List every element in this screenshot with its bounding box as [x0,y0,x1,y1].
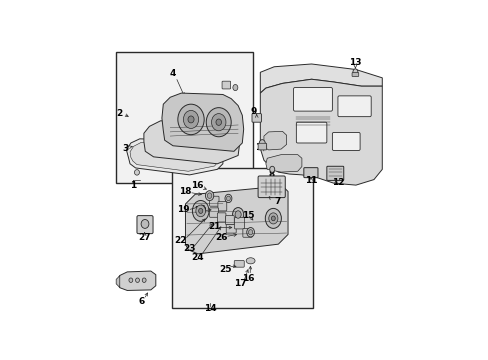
Ellipse shape [135,278,139,283]
Polygon shape [264,131,286,150]
Bar [171,168,312,308]
FancyBboxPatch shape [226,225,236,233]
Ellipse shape [196,205,205,217]
Text: 7: 7 [274,197,281,206]
Ellipse shape [187,116,194,123]
Ellipse shape [129,278,133,283]
Text: 13: 13 [348,58,361,67]
Ellipse shape [178,104,204,135]
Text: 16: 16 [191,181,203,190]
Ellipse shape [134,170,139,175]
Ellipse shape [232,208,243,221]
Ellipse shape [142,278,146,283]
Text: 8: 8 [268,170,274,179]
Text: 5: 5 [225,101,232,110]
Text: 15: 15 [241,211,254,220]
FancyBboxPatch shape [332,132,359,150]
Text: 26: 26 [215,233,227,242]
Text: 19: 19 [177,205,189,214]
Text: 1: 1 [129,181,136,190]
Polygon shape [130,143,218,171]
Text: 17: 17 [233,279,246,288]
FancyBboxPatch shape [251,114,261,122]
FancyBboxPatch shape [243,229,252,237]
Text: 18: 18 [179,187,191,196]
Ellipse shape [265,208,281,228]
Ellipse shape [211,114,225,131]
Ellipse shape [232,85,237,91]
Polygon shape [116,275,120,288]
Bar [116,51,253,183]
Ellipse shape [198,208,203,213]
Text: 27: 27 [138,233,151,242]
Ellipse shape [183,111,198,129]
FancyBboxPatch shape [258,176,285,198]
Text: 3: 3 [122,144,128,153]
Polygon shape [260,79,382,185]
FancyBboxPatch shape [337,96,370,117]
Ellipse shape [245,258,255,264]
Ellipse shape [207,193,211,198]
Polygon shape [265,155,301,172]
FancyBboxPatch shape [293,87,332,111]
Ellipse shape [248,230,252,235]
FancyBboxPatch shape [296,122,326,143]
Ellipse shape [352,69,357,76]
FancyBboxPatch shape [258,143,266,150]
Polygon shape [118,271,156,291]
Text: 16: 16 [241,274,254,283]
FancyBboxPatch shape [217,213,225,222]
Text: 4: 4 [169,69,176,78]
Ellipse shape [216,119,221,125]
Text: 24: 24 [191,253,203,262]
FancyBboxPatch shape [351,73,358,76]
FancyBboxPatch shape [218,202,226,211]
FancyBboxPatch shape [209,196,219,206]
Ellipse shape [268,213,277,224]
FancyBboxPatch shape [234,261,244,267]
Text: 11: 11 [304,176,317,185]
Ellipse shape [235,211,241,218]
Ellipse shape [246,228,254,237]
Ellipse shape [205,191,213,201]
FancyBboxPatch shape [222,81,230,89]
FancyBboxPatch shape [303,168,317,177]
Text: 14: 14 [203,304,216,313]
Ellipse shape [224,194,231,203]
Text: 12: 12 [331,178,344,187]
Text: 25: 25 [219,265,231,274]
FancyBboxPatch shape [137,216,153,234]
Polygon shape [162,93,243,151]
FancyBboxPatch shape [326,166,343,180]
Ellipse shape [206,108,231,137]
Text: 2: 2 [116,109,122,118]
Polygon shape [143,121,239,164]
Text: 22: 22 [174,236,186,245]
Ellipse shape [226,196,230,201]
Ellipse shape [271,216,275,221]
Polygon shape [260,64,382,93]
Text: 20: 20 [194,206,206,215]
Text: 6: 6 [139,297,145,306]
FancyBboxPatch shape [209,208,218,217]
Ellipse shape [269,166,274,172]
Text: 21: 21 [207,222,220,231]
Text: 9: 9 [250,107,257,116]
FancyBboxPatch shape [234,217,244,229]
Text: 10: 10 [254,143,267,152]
Polygon shape [126,139,223,175]
Ellipse shape [141,220,148,228]
FancyBboxPatch shape [225,216,234,225]
Polygon shape [185,186,287,254]
Text: 23: 23 [183,244,195,253]
Ellipse shape [192,201,208,221]
Ellipse shape [259,140,265,148]
